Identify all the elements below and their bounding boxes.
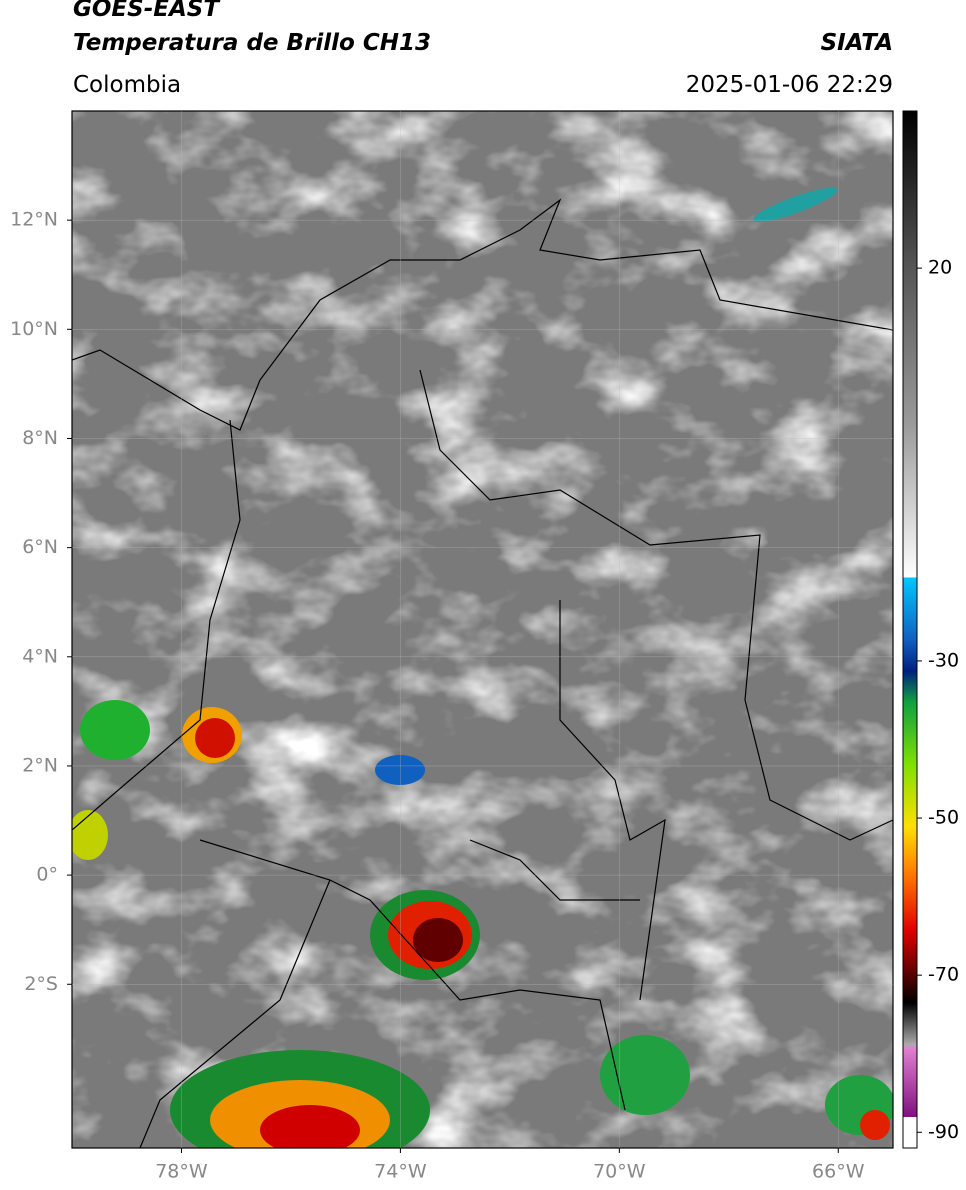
y-tick-label: 2°N <box>22 754 58 776</box>
y-tick-label: 2°S <box>24 973 58 995</box>
satellite-image <box>72 111 893 1148</box>
source: SIATA <box>820 30 893 56</box>
map-frame <box>71 110 894 1149</box>
colorbar-tick-label: -90 <box>928 1121 959 1143</box>
y-tick-label: 10°N <box>10 318 58 340</box>
y-tick-label: 12°N <box>10 209 58 231</box>
datetime: 2025-01-06 22:29 <box>685 72 893 98</box>
x-tick-label: 70°W <box>593 1161 646 1183</box>
colorbar-tick-label: 20 <box>928 257 952 279</box>
y-tick-label: 4°N <box>22 645 58 667</box>
colorbar <box>902 110 918 1149</box>
title: GOES-EAST <box>73 0 220 22</box>
region: Colombia <box>73 72 182 98</box>
x-tick-label: 78°W <box>155 1161 208 1183</box>
colorbar-tick-label: -50 <box>928 807 959 829</box>
x-tick-label: 66°W <box>812 1161 865 1183</box>
y-tick-label: 0° <box>36 864 58 886</box>
y-tick-label: 6°N <box>22 536 58 558</box>
y-tick-label: 8°N <box>22 427 58 449</box>
colorbar-tick-label: -30 <box>928 649 959 671</box>
subtitle: Temperatura de Brillo CH13 <box>73 30 431 56</box>
colorbar-tick-label: -70 <box>928 964 959 986</box>
x-tick-label: 74°W <box>374 1161 427 1183</box>
